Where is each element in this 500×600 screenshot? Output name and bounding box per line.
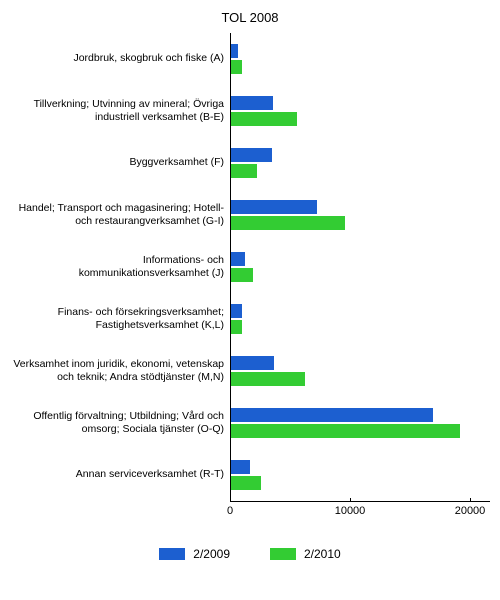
category-label: Offentlig förvaltning; Utbildning; Vård … [10, 397, 230, 449]
bar-s1 [231, 200, 317, 214]
legend-label: 2/2009 [193, 547, 230, 561]
bar-s2 [231, 60, 242, 74]
legend-item: 2/2010 [270, 547, 341, 561]
x-tick-mark [470, 498, 471, 502]
x-tick-label: 20000 [455, 505, 486, 517]
bar-group [231, 189, 490, 241]
bar-group [231, 241, 490, 293]
x-tick-label: 0 [227, 505, 233, 517]
x-tick-mark [350, 498, 351, 502]
legend-swatch [159, 548, 185, 560]
chart-container: TOL 2008 Jordbruk, skogbruk och fiske (A… [10, 10, 490, 561]
bar-group [231, 85, 490, 137]
category-label: Handel; Transport och magasinering; Hote… [10, 189, 230, 241]
bar-s1 [231, 408, 433, 422]
category-label: Finans- och försekringsverksamhet; Fasti… [10, 293, 230, 345]
legend-label: 2/2010 [304, 547, 341, 561]
chart-area: Jordbruk, skogbruk och fiske (A)Tillverk… [10, 33, 490, 502]
bar-s1 [231, 148, 272, 162]
x-tick-mark [230, 498, 231, 502]
bar-group [231, 293, 490, 345]
bar-s2 [231, 424, 460, 438]
bar-s2 [231, 112, 297, 126]
bar-s1 [231, 96, 273, 110]
bar-s2 [231, 320, 242, 334]
bar-group [231, 137, 490, 189]
bar-s2 [231, 476, 261, 490]
bar-group [231, 345, 490, 397]
bar-s1 [231, 252, 245, 266]
bar-group [231, 33, 490, 85]
x-tick-label: 10000 [335, 505, 366, 517]
legend: 2/2009 2/2010 [10, 547, 490, 561]
bar-s1 [231, 460, 250, 474]
plot-area [230, 33, 490, 502]
y-axis-labels: Jordbruk, skogbruk och fiske (A)Tillverk… [10, 33, 230, 502]
chart-title: TOL 2008 [10, 10, 490, 25]
bar-s1 [231, 356, 274, 370]
category-label: Verksamhet inom juridik, ekonomi, vetens… [10, 345, 230, 397]
bar-s2 [231, 216, 345, 230]
x-axis: 0 10000 20000 [230, 502, 490, 522]
bar-s2 [231, 372, 305, 386]
category-label: Annan serviceverksamhet (R-T) [10, 449, 230, 501]
category-label: Byggverksamhet (F) [10, 137, 230, 189]
bar-s1 [231, 304, 242, 318]
legend-item: 2/2009 [159, 547, 230, 561]
category-label: Informations- och kommunikationsverksamh… [10, 241, 230, 293]
bar-group [231, 449, 490, 501]
category-label: Tillverkning; Utvinning av mineral; Övri… [10, 85, 230, 137]
legend-swatch [270, 548, 296, 560]
category-label: Jordbruk, skogbruk och fiske (A) [10, 33, 230, 85]
bar-s2 [231, 164, 257, 178]
bar-s2 [231, 268, 253, 282]
bar-group [231, 397, 490, 449]
bar-s1 [231, 44, 238, 58]
